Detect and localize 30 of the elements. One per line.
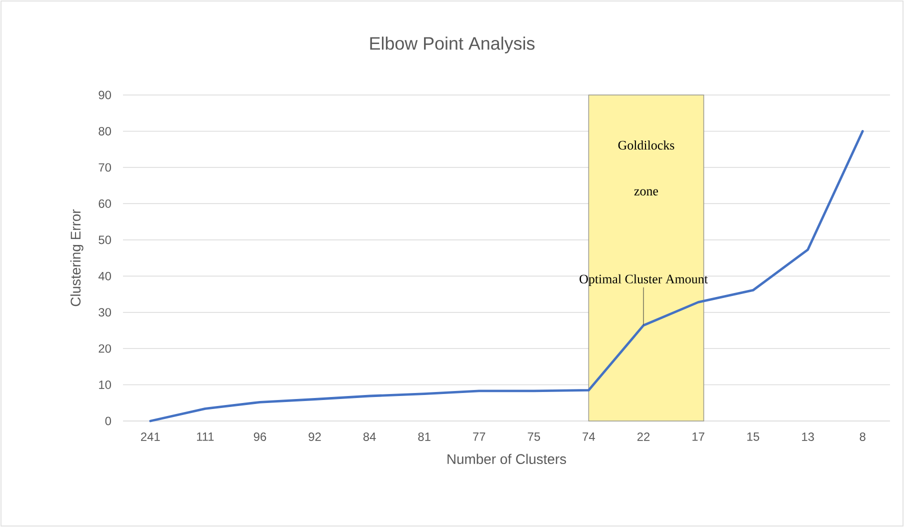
y-tick-label: 20: [98, 344, 112, 353]
annotation: Optimal Cluster Amount: [580, 274, 708, 286]
text: Goldilocks zone: [618, 140, 674, 196]
x-axis-title: Number of Clusters: [448, 454, 566, 464]
y-tick-label: 60: [98, 199, 112, 208]
y-tick-label: 90: [98, 90, 112, 100]
y-tick-label: 10: [99, 380, 112, 389]
x-tick-label: 96: [254, 432, 266, 441]
x-tick-label: 74: [582, 432, 595, 441]
line-series: [149, 130, 864, 422]
x-tick-label: 84: [363, 432, 376, 441]
x-tick-label: 22: [637, 432, 650, 441]
x-tick-label: 92: [308, 432, 321, 441]
x-tick-label: 77: [473, 432, 486, 441]
y-tick-label: 80: [98, 126, 112, 136]
x-tick-label: 13: [802, 432, 814, 441]
x-tick-label: 8: [860, 432, 866, 441]
x-tick-label: 111: [197, 432, 214, 441]
x-tick-label: 81: [418, 432, 430, 441]
y-tick-label: 0: [105, 416, 112, 426]
x-tick-label: 75: [528, 432, 540, 441]
y-tick-label: 30: [98, 308, 112, 317]
y-tick-label: 50: [98, 236, 112, 244]
y-axis-title: Clustering Error: [70, 209, 84, 306]
x-tick-label: 17: [692, 432, 704, 441]
chart-title: Elbow Point Analysis: [370, 36, 535, 54]
x-tick-label: 15: [747, 432, 760, 441]
y-tick-label: 70: [98, 163, 112, 172]
x-tick-label: 241: [141, 432, 160, 441]
y-tick-label: 40: [98, 272, 112, 280]
